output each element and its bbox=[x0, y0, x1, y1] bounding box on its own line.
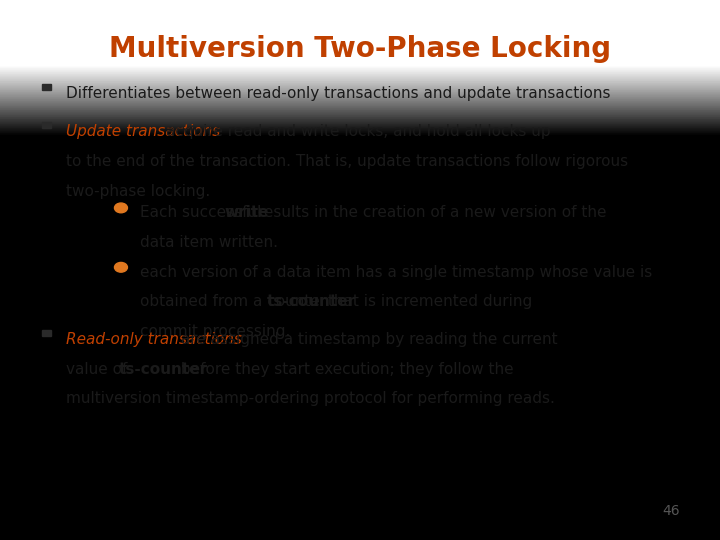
Text: acquire read and write locks, and hold all locks up: acquire read and write locks, and hold a… bbox=[161, 124, 551, 139]
Circle shape bbox=[114, 203, 127, 213]
Text: ts-counter: ts-counter bbox=[119, 362, 208, 377]
Circle shape bbox=[114, 262, 127, 272]
Text: ts-counter: ts-counter bbox=[266, 294, 356, 309]
Text: obtained from a counter: obtained from a counter bbox=[140, 294, 331, 309]
Text: multiversion timestamp-ordering protocol for performing reads.: multiversion timestamp-ordering protocol… bbox=[66, 392, 555, 407]
FancyBboxPatch shape bbox=[42, 329, 52, 335]
Text: two-phase locking.: two-phase locking. bbox=[66, 184, 210, 199]
Text: Multiversion Two-Phase Locking: Multiversion Two-Phase Locking bbox=[109, 35, 611, 63]
Text: commit processing.: commit processing. bbox=[140, 324, 291, 339]
Text: each version of a data item has a single timestamp whose value is: each version of a data item has a single… bbox=[140, 265, 652, 280]
Text: 46: 46 bbox=[663, 504, 680, 518]
Text: value of: value of bbox=[66, 362, 138, 377]
FancyBboxPatch shape bbox=[42, 122, 52, 127]
Text: results in the creation of a new version of the: results in the creation of a new version… bbox=[253, 205, 606, 220]
Text: before they start execution; they follow the: before they start execution; they follow… bbox=[176, 362, 513, 377]
Text: Read-only transactions: Read-only transactions bbox=[66, 332, 242, 347]
Text: are assigned a timestamp by reading the current: are assigned a timestamp by reading the … bbox=[176, 332, 558, 347]
Text: to the end of the transaction. That is, update transactions follow rigorous: to the end of the transaction. That is, … bbox=[66, 154, 629, 169]
FancyBboxPatch shape bbox=[42, 84, 52, 90]
Text: write: write bbox=[225, 205, 269, 220]
Text: Differentiates between read-only transactions and update transactions: Differentiates between read-only transac… bbox=[66, 86, 611, 102]
Text: Each successful: Each successful bbox=[140, 205, 266, 220]
Text: data item written.: data item written. bbox=[140, 235, 279, 250]
Text: that is incremented during: that is incremented during bbox=[323, 294, 533, 309]
Text: Update transactions: Update transactions bbox=[66, 124, 220, 139]
